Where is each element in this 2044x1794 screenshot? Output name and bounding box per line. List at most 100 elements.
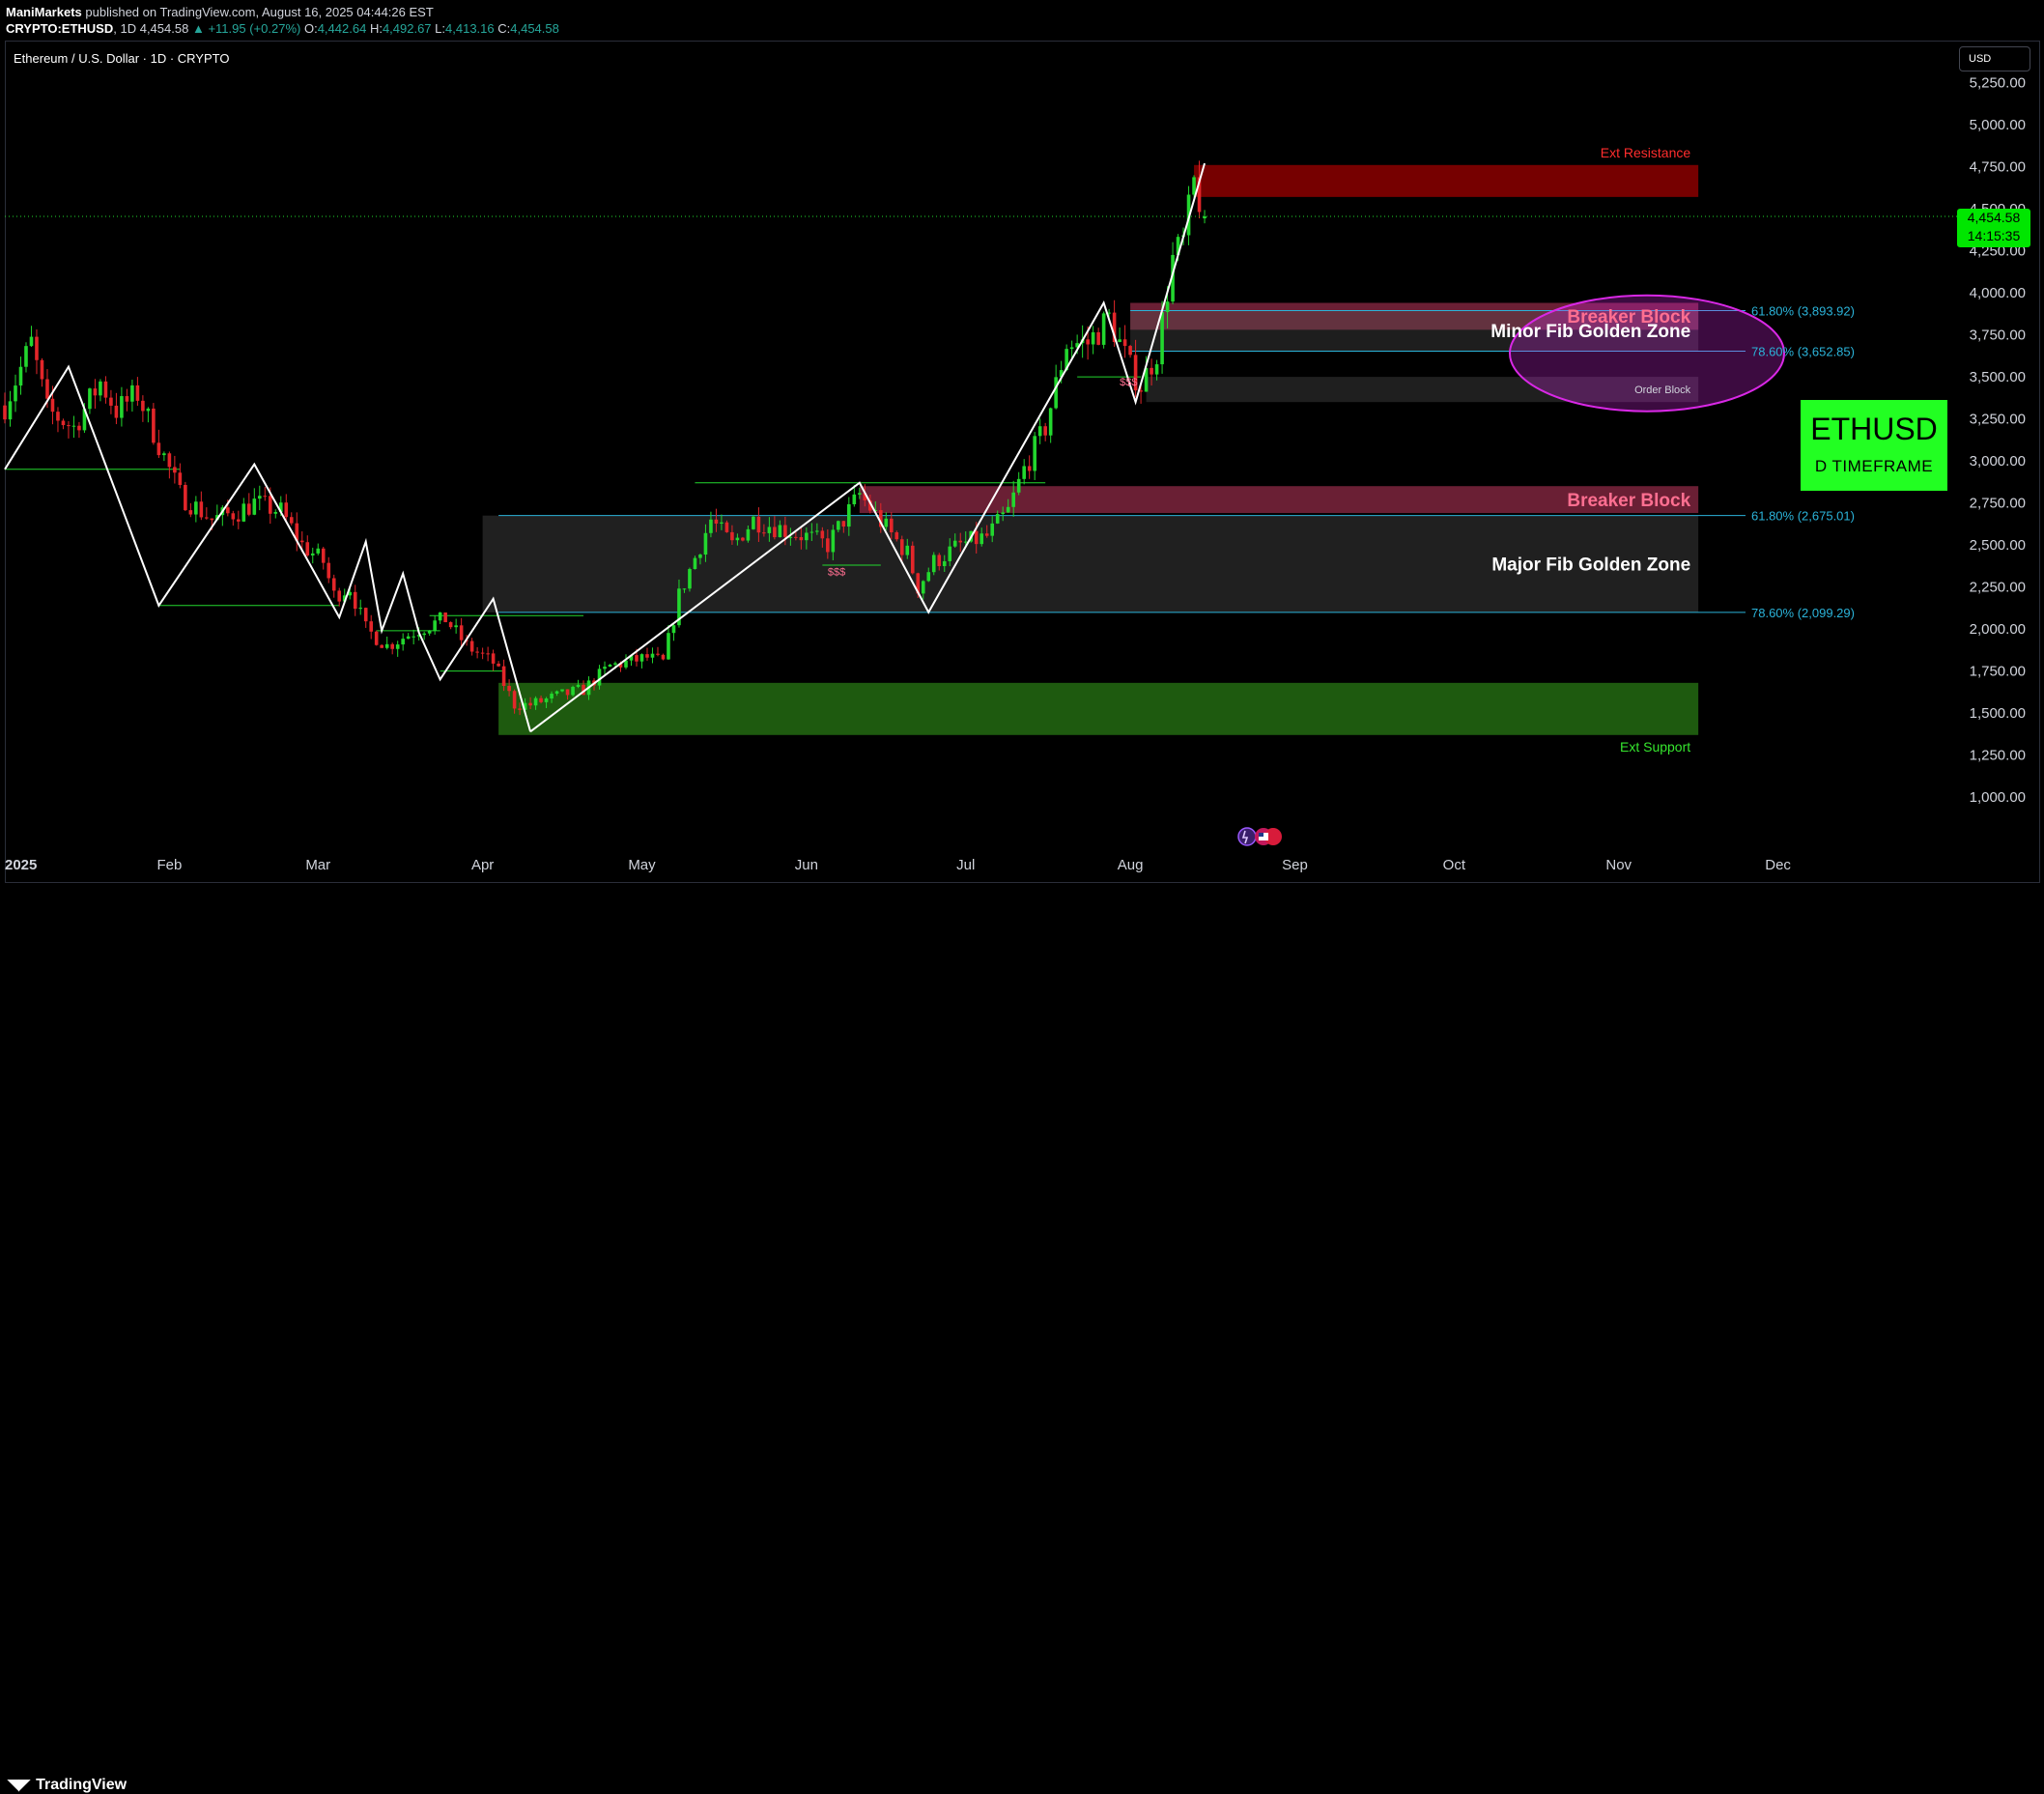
zone-label-6: Ext Support <box>1620 739 1690 755</box>
candle-body <box>45 379 49 399</box>
candle-body <box>714 519 719 524</box>
candle-body <box>422 633 426 636</box>
candle-body <box>1075 343 1079 348</box>
candle-body <box>1144 367 1149 392</box>
y-tick-label: 1,250.00 <box>1970 748 2026 764</box>
tradingview-logo[interactable]: ◥◤ TradingView <box>8 1776 127 1794</box>
candle-body <box>273 511 278 514</box>
candle-body <box>226 507 230 514</box>
candle-body <box>894 532 899 540</box>
candle-body <box>427 630 432 634</box>
candle-body <box>507 686 511 692</box>
tradingview-mark-icon: ◥◤ <box>8 1777 31 1793</box>
zone-5 <box>482 515 1699 612</box>
candle-body <box>1011 492 1015 507</box>
y-tick-label: 3,750.00 <box>1970 327 2026 344</box>
candle-body <box>146 408 151 412</box>
timeframe-badge: ETHUSD D TIMEFRAME <box>1801 400 1947 491</box>
candle-body <box>783 525 787 537</box>
zone-6 <box>498 682 1699 735</box>
y-tick-label: 2,500.00 <box>1970 537 2026 554</box>
x-tick-label: Jun <box>795 857 818 873</box>
candle-body <box>491 653 496 664</box>
candle-body <box>416 635 421 637</box>
candle-body <box>331 578 336 591</box>
candle-body <box>868 499 872 511</box>
footer: ◥◤ TradingView <box>0 883 2044 1793</box>
candle-body <box>401 639 405 645</box>
candle-body <box>310 553 315 555</box>
candle-body <box>433 620 437 631</box>
candle-body <box>618 663 623 668</box>
candle-body <box>384 643 389 648</box>
candle-body <box>263 496 268 498</box>
candle-body <box>899 539 904 555</box>
currency-button[interactable]: USD <box>1959 46 2030 71</box>
candle-body <box>237 519 241 522</box>
candle-body <box>289 517 294 524</box>
candle-body <box>863 493 867 500</box>
candle-body <box>486 653 490 655</box>
zone-label-5: Major Fib Golden Zone <box>1491 555 1690 575</box>
candle-body <box>1001 512 1006 515</box>
candle-body <box>278 502 283 512</box>
x-tick-label: Dec <box>1765 857 1791 873</box>
candle-body <box>1033 436 1036 471</box>
up-arrow-icon: ▲ <box>191 21 205 36</box>
candle-body <box>88 388 92 410</box>
zone-label-4: Breaker Block <box>1567 491 1690 511</box>
candle-body <box>173 467 177 473</box>
liquidity-label-1: $$$ <box>1120 377 1137 388</box>
x-tick-label: 2025 <box>5 857 37 873</box>
candle-body <box>794 536 798 538</box>
candle-body <box>608 664 612 668</box>
candle-body <box>905 545 910 555</box>
candle-body <box>1091 331 1095 345</box>
candle-body <box>1022 466 1026 479</box>
symbol-title: Ethereum / U.S. Dollar · 1D · CRYPTO <box>14 51 230 66</box>
high-value: 4,492.67 <box>382 21 432 36</box>
published-text: published on TradingView.com, August 16,… <box>85 5 434 19</box>
economic-events-icon[interactable] <box>1234 826 1287 847</box>
fib-label-3: 78.60% (2,099.29) <box>1751 606 1855 620</box>
candle-body <box>61 420 66 426</box>
candle-body <box>1107 312 1111 314</box>
candle-body <box>693 557 697 570</box>
low-value: 4,413.16 <box>445 21 495 36</box>
candle-body <box>162 453 166 456</box>
fib-label-1: 78.60% (3,652.85) <box>1751 344 1855 358</box>
badge-subtitle: D TIMEFRAME <box>1814 457 1934 475</box>
x-tick-label: Apr <box>471 857 494 873</box>
candle-body <box>152 408 156 443</box>
last-price-tag: 4,454.58 14:15:35 <box>1957 209 2030 247</box>
x-tick-label: Mar <box>305 857 330 873</box>
candle-body <box>1139 390 1143 392</box>
y-tick-label: 5,250.00 <box>1970 75 2026 92</box>
candle-body <box>1133 355 1138 391</box>
candle-body <box>735 537 740 541</box>
candle-body <box>639 654 644 662</box>
candle-body <box>1006 506 1010 513</box>
candle-body <box>682 588 687 590</box>
candle-body <box>316 548 321 554</box>
candle-body <box>550 694 554 699</box>
candle-body <box>963 541 968 543</box>
candle-body <box>469 641 474 652</box>
candle-body <box>14 385 17 402</box>
candle-body <box>412 636 415 638</box>
candle-body <box>454 625 458 628</box>
candle-body <box>984 533 989 536</box>
candle-body <box>910 545 915 574</box>
candle-body <box>109 397 113 406</box>
zone-0 <box>1194 164 1699 197</box>
candle-body <box>406 636 411 640</box>
candle-body <box>837 521 840 530</box>
candle-body <box>199 501 204 518</box>
candle-body <box>1043 426 1047 436</box>
publisher-name[interactable]: ManiMarkets <box>6 5 82 19</box>
candle-body <box>71 425 76 427</box>
x-tick-label: May <box>628 857 656 873</box>
tradingview-wordmark: TradingView <box>36 1777 128 1793</box>
